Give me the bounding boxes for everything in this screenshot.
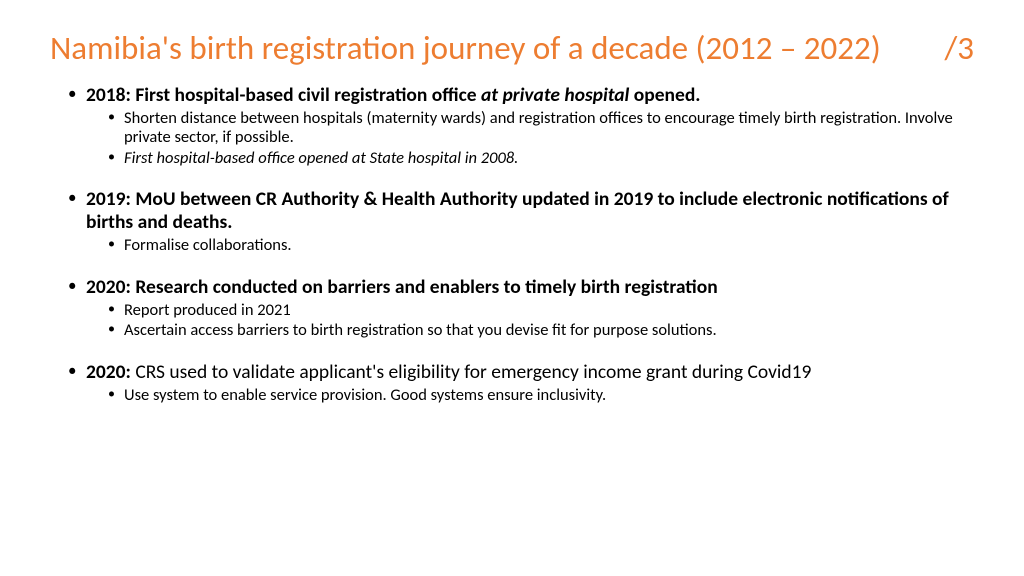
item-heading: 2019: MoU between CR Authority & Health … <box>86 187 949 234</box>
item-heading: 2018: First hospital-based civil registr… <box>86 83 701 107</box>
text: CRS used to validate applicant's eligibi… <box>135 360 811 384</box>
item-heading: 2020: Research conducted on barriers and… <box>86 275 718 299</box>
text: Ascertain access barriers to birth regis… <box>124 320 717 340</box>
sub-list: Use system to enable service provision. … <box>86 386 974 405</box>
sub-item: Use system to enable service provision. … <box>108 386 974 405</box>
text: 2018: First hospital-based civil registr… <box>86 83 481 107</box>
sub-item: Shorten distance between hospitals (mate… <box>108 109 974 148</box>
list-item: 2020: CRS used to validate applicant's e… <box>68 361 974 405</box>
slide-title: Namibia's birth registration journey of … <box>50 28 881 69</box>
text-italic: First hospital-based office opened at St… <box>124 148 518 168</box>
sub-list: Formalise collaborations. <box>86 236 974 255</box>
sub-item: Ascertain access barriers to birth regis… <box>108 321 974 340</box>
item-heading: 2020: CRS used to validate applicant's e… <box>86 360 811 384</box>
text-bold: 2020: <box>86 360 135 384</box>
list-item: 2020: Research conducted on barriers and… <box>68 276 974 341</box>
slide-title-row: Namibia's birth registration journey of … <box>50 28 974 70</box>
bullet-list: 2018: First hospital-based civil registr… <box>50 84 974 405</box>
list-item: 2019: MoU between CR Authority & Health … <box>68 188 974 255</box>
text: Use system to enable service provision. … <box>124 385 606 405</box>
slide-page-number: /3 <box>945 28 974 70</box>
text: Report produced in 2021 <box>124 300 291 320</box>
text-emphasis: at private hospital <box>481 83 629 107</box>
sub-item: Report produced in 2021 <box>108 301 974 320</box>
list-item: 2018: First hospital-based civil registr… <box>68 84 974 168</box>
text: Shorten distance between hospitals (mate… <box>124 108 953 147</box>
text: Formalise collaborations. <box>124 235 292 255</box>
text: opened. <box>629 83 700 107</box>
sub-list: Shorten distance between hospitals (mate… <box>86 109 974 168</box>
sub-item: First hospital-based office opened at St… <box>108 149 974 168</box>
sub-item: Formalise collaborations. <box>108 236 974 255</box>
sub-list: Report produced in 2021 Ascertain access… <box>86 301 974 341</box>
